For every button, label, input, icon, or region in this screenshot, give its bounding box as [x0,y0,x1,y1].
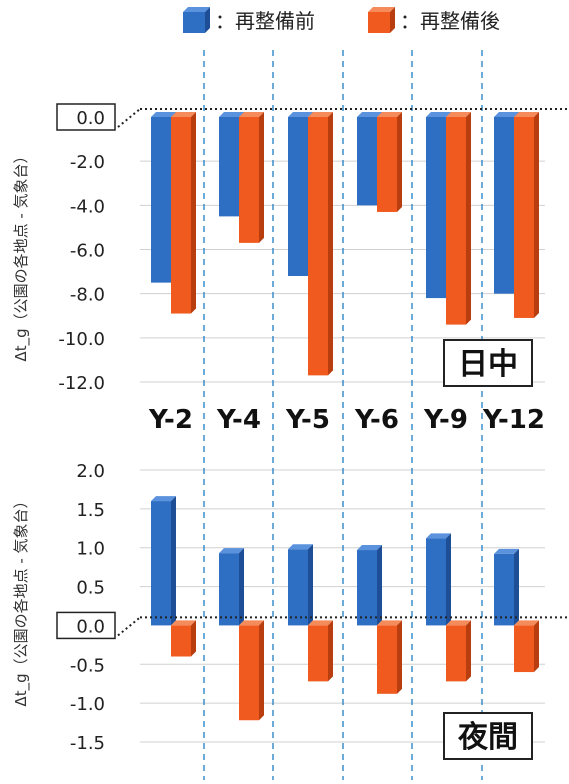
legend-before-label: ：再整備前 [215,9,315,33]
category-label: Y-2 [148,405,193,435]
zero-line-connector [117,108,141,128]
y-tick-label: -1.0 [70,694,105,715]
y-tick-label: -8.0 [70,285,105,306]
bar-after [514,112,539,318]
category-labels: Y-2 Y-4 Y-5 Y-6 Y-9 Y-12 [148,405,545,435]
category-label: Y-6 [354,405,399,435]
bar-before [426,533,451,626]
category-dividers [203,50,483,780]
bar-after [514,620,539,673]
zero-tick-box [56,103,116,131]
panel-title-day-box: 日中 [443,339,533,387]
legend: ：再整備前 ：再整備後 [183,7,500,33]
panel-title-night: 夜間 [457,720,518,755]
bottom-y-ticks: 2.0 1.5 1.0 0.5 0.0 -0.5 -1.0 -1.5 [56,461,116,754]
bar-before [219,548,244,626]
bar-after [308,112,333,376]
y-tick-label: 1.5 [76,500,105,521]
category-label: Y-9 [423,405,468,435]
bottom-bars [151,496,539,721]
bar-after [239,112,264,243]
category-label: Y-12 [482,405,545,435]
y-tick-label: -4.0 [70,196,105,217]
y-tick-label: -10.0 [58,329,105,350]
zero-lines [117,108,569,637]
bar-after [377,112,402,212]
y-axis-title-top: Δt_g（公園の各地点 - 気象台） [12,148,31,361]
bar-after [239,620,264,721]
bar-before [494,548,519,626]
panel-title-day: 日中 [458,347,518,382]
bar-after [446,620,471,682]
panel-title-night-box: 夜間 [443,712,533,760]
zero-tick-box [56,611,116,640]
y-tick-label: 2.0 [76,461,105,482]
y-tick-label: -1.5 [70,733,105,754]
bar-after [377,620,402,694]
y-axis-title-bottom: Δt_g（公園の各地点 - 気象台） [12,493,31,706]
top-y-ticks: 0.0 -2.0 -4.0 -6.0 -8.0 -10.0 -12.0 [56,103,116,394]
legend-after-swatch [368,7,395,33]
bar-before [357,545,382,626]
zero-line-connector [117,616,141,637]
y-tick-label: -2.0 [70,152,105,173]
legend-after-label: ：再整備後 [400,9,500,33]
bar-before [151,496,176,626]
bar-after [446,112,471,325]
top-bars [151,112,539,376]
y-tick-label: 0.0 [76,616,105,637]
y-tick-label: -12.0 [58,373,105,394]
y-tick-label: 0.5 [76,578,105,599]
y-tick-label: 1.0 [76,539,105,560]
category-label: Y-5 [285,405,330,435]
bar-after [171,112,196,314]
y-tick-label: -0.5 [70,655,105,676]
y-tick-label: 0.0 [76,108,105,129]
category-label: Y-4 [216,405,261,435]
y-tick-label: -6.0 [70,241,105,262]
bar-after [308,620,333,682]
legend-before-swatch [183,7,210,33]
bar-before [288,544,313,626]
bar-after [171,620,196,657]
